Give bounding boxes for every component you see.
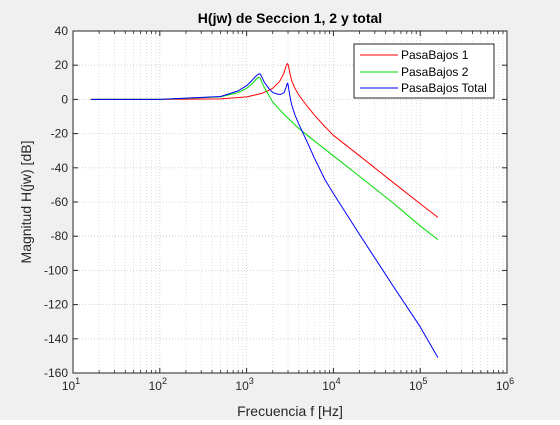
legend-box [353, 43, 495, 99]
y-tick-label: -80 [51, 229, 69, 243]
x-tick-label: 103 [235, 376, 253, 393]
y-tick-label: 20 [55, 58, 69, 72]
series-line-pasabajos-total [90, 73, 439, 358]
x-tick-label: 106 [496, 376, 514, 393]
x-axis-label: Frecuencia f [Hz] [237, 403, 343, 419]
y-tick-label: -100 [44, 263, 68, 277]
series-line-pasabajos-1 [90, 62, 439, 218]
legend-label-pasabajos-1: PasaBajos 1 [401, 48, 469, 62]
x-tick-labels: 101 102 103 104 105 106 [62, 376, 514, 393]
tick-marks [72, 30, 508, 374]
y-tick-label: -120 [44, 298, 68, 312]
y-tick-label: -140 [44, 332, 68, 346]
series-line-pasabajos-2 [90, 76, 439, 241]
y-tick-label: -60 [51, 195, 69, 209]
y-tick-label: -40 [51, 161, 69, 175]
y-tick-label: 40 [55, 24, 69, 38]
y-tick-label: 0 [61, 92, 68, 106]
legend-label-pasabajos-2: PasaBajos 2 [401, 65, 469, 79]
y-axis-label: Magnitud H(jw) [dB] [18, 141, 34, 264]
series-layer [90, 62, 439, 358]
y-tick-label: -20 [51, 127, 69, 141]
legend: PasaBajos 1 PasaBajos 2 PasaBajos Total [353, 43, 495, 99]
legend-label-pasabajos-total: PasaBajos Total [401, 81, 487, 95]
x-tick-label: 102 [149, 376, 167, 393]
chart-title: H(jw) de Seccion 1, 2 y total [198, 10, 382, 26]
x-tick-label: 104 [322, 376, 340, 393]
x-tick-label: 105 [409, 376, 427, 393]
y-tick-labels: 40 20 0 -20 -40 -60 -80 -100 -120 -140 -160 [44, 24, 68, 380]
y-tick-label: -160 [44, 366, 68, 380]
x-tick-label: 101 [62, 376, 80, 393]
